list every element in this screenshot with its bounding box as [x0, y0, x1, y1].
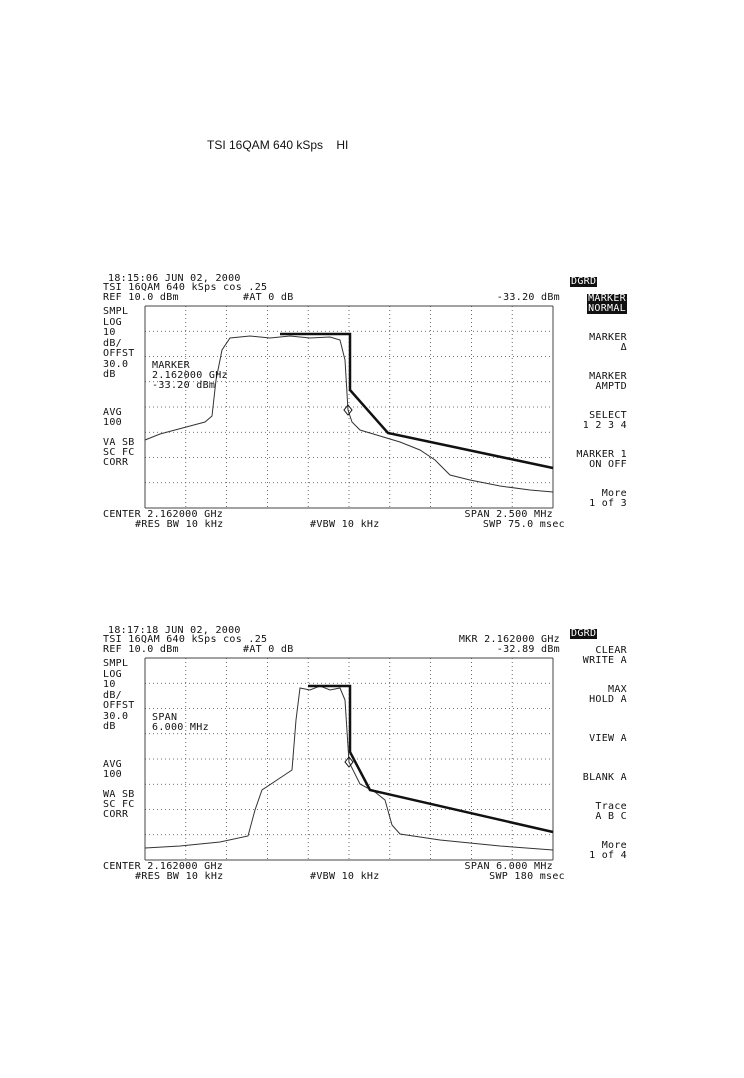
- softkey: MARKER: [589, 332, 627, 343]
- softkey: ON OFF: [589, 459, 627, 470]
- sweep-time: SWP 180 msec: [489, 871, 565, 882]
- annotation: 6.000 MHz: [152, 722, 209, 733]
- softkey: HOLD A: [589, 694, 627, 705]
- limit-line: [280, 332, 554, 470]
- side-label: SC FC: [103, 447, 135, 458]
- side-label: WA SB: [103, 789, 135, 800]
- center-freq: CENTER 2.162000 GHz: [103, 861, 224, 872]
- attenuation: #AT 0 dB: [243, 644, 294, 655]
- side-label: dB/: [103, 689, 122, 701]
- softkey: NORMAL: [587, 303, 627, 314]
- softkey: More: [601, 488, 627, 499]
- trace-title: TSI 16QAM 640 kSps cos .25: [103, 634, 268, 645]
- side-label: OFFST: [103, 348, 135, 359]
- span: SPAN 6.000 MHz: [464, 861, 553, 872]
- marker-readout: -33.20 dBm: [496, 292, 560, 303]
- timestamp: 18:15:06 JUN 02, 2000: [108, 273, 241, 284]
- softkey: Trace: [595, 801, 627, 812]
- softkey: AMPTD: [595, 381, 627, 392]
- side-label: 100: [103, 417, 122, 428]
- center-freq: CENTER 2.162000 GHz: [103, 509, 224, 520]
- span: SPAN 2.500 MHz: [464, 509, 553, 520]
- softkey: 1 of 3: [589, 498, 627, 509]
- side-label: LOG: [103, 316, 122, 328]
- softkey: VIEW A: [589, 733, 627, 744]
- softkey: 1 of 4: [589, 850, 627, 861]
- res-bw: #RES BW 10 kHz: [135, 871, 224, 882]
- annotation: -33.20 dBm: [152, 380, 216, 391]
- softkey: Δ: [620, 342, 627, 353]
- softkey: 1 2 3 4: [582, 420, 627, 431]
- ref-level: REF 10.0 dBm: [103, 644, 179, 655]
- side-label: CORR: [103, 457, 129, 468]
- softkey: MARKER: [587, 293, 627, 304]
- annotation: MARKER: [152, 360, 190, 371]
- document-title: TSI 16QAM 640 kSps HI: [207, 138, 349, 152]
- side-label: 10: [103, 327, 116, 338]
- side-label: AVG: [103, 407, 122, 418]
- side-label: SMPL: [103, 306, 129, 317]
- side-label: dB: [103, 721, 116, 732]
- ref-level: REF 10.0 dBm: [103, 292, 179, 303]
- softkey: BLANK A: [582, 772, 627, 783]
- softkey: More: [601, 840, 627, 851]
- side-label: SC FC: [103, 799, 135, 810]
- side-label: 30.0: [103, 710, 129, 722]
- res-bw: #RES BW 10 kHz: [135, 519, 224, 530]
- side-label: 100: [103, 769, 122, 780]
- marker-readout: -32.89 dBm: [496, 644, 560, 655]
- softkey: SELECT: [589, 410, 627, 421]
- spectrum-trace: [144, 685, 554, 851]
- status-badge: DGRD: [570, 628, 598, 639]
- side-label: LOG: [103, 668, 122, 680]
- side-label: CORR: [103, 809, 129, 820]
- softkey: MARKER 1: [576, 449, 627, 460]
- softkey: WRITE A: [582, 655, 627, 666]
- softkey: A B C: [595, 811, 627, 822]
- timestamp: 18:17:18 JUN 02, 2000: [108, 625, 241, 636]
- side-label: dB: [103, 369, 116, 380]
- side-label: 10: [103, 679, 116, 690]
- side-label: SMPL: [103, 658, 129, 669]
- limit-line: [308, 684, 554, 834]
- spectrum-trace: [144, 335, 554, 493]
- video-bw: #VBW 10 kHz: [310, 871, 380, 882]
- side-label: dB/: [103, 337, 122, 349]
- sweep-time: SWP 75.0 msec: [482, 519, 565, 530]
- side-label: 30.0: [103, 358, 129, 370]
- annotation: SPAN: [152, 712, 178, 723]
- side-label: VA SB: [103, 437, 135, 448]
- side-label: AVG: [103, 759, 122, 770]
- softkey: CLEAR: [595, 645, 627, 656]
- marker: [344, 756, 354, 768]
- softkey: MAX: [608, 684, 627, 695]
- marker: [343, 404, 353, 416]
- video-bw: #VBW 10 kHz: [310, 519, 380, 530]
- side-label: OFFST: [103, 700, 135, 711]
- marker-readout: MKR 2.162000 GHz: [458, 634, 560, 645]
- annotation: 2.162000 GHz: [152, 370, 228, 381]
- status-badge: DGRD: [570, 276, 598, 287]
- softkey: MARKER: [589, 371, 627, 382]
- attenuation: #AT 0 dB: [243, 292, 294, 303]
- trace-title: TSI 16QAM 640 kSps cos .25: [103, 282, 268, 293]
